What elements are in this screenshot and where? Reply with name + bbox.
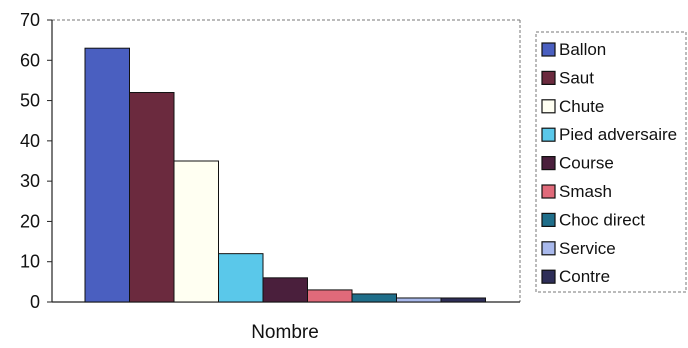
legend-box [535, 31, 687, 293]
y-tick-label: 20 [20, 211, 40, 231]
bar-service [396, 297, 442, 303]
bar-smash [307, 289, 353, 303]
y-tick-label: 0 [30, 292, 40, 312]
legend-label-pied-adversaire: Pied adversaire [559, 125, 677, 144]
legend-label-ballon: Ballon [559, 40, 606, 59]
legend-label-course: Course [559, 154, 614, 173]
y-tick-label: 70 [20, 10, 40, 30]
legend-swatch-choc-direct [541, 212, 556, 227]
y-tick-label: 60 [20, 50, 40, 70]
y-tick-label: 10 [20, 252, 40, 272]
legend-swatch-service [541, 241, 556, 256]
legend-label-smash: Smash [559, 182, 612, 201]
y-tick-label: 30 [20, 171, 40, 191]
bar-pied-adversaire [218, 253, 264, 303]
legend-swatch-pied-adversaire [541, 127, 556, 142]
x-axis-label: Nombre [251, 322, 319, 343]
bar-contre [440, 297, 486, 303]
bar-choc-direct [351, 293, 397, 303]
bar-ballon [84, 47, 130, 303]
legend-swatch-ballon [541, 42, 556, 57]
y-tick-label: 40 [20, 131, 40, 151]
legend-swatch-saut [541, 70, 556, 86]
legend: Ballon Saut Chute Pied adversaire Course Smas… [535, 31, 687, 293]
y-tick-label: 50 [20, 91, 40, 111]
legend-label-saut: Saut [559, 68, 594, 87]
legend-swatch-smash [541, 184, 556, 199]
bars [84, 47, 486, 303]
legend-swatch-contre [541, 269, 556, 284]
legend-label-service: Service [559, 239, 616, 258]
legend-label-contre: Contre [559, 267, 610, 286]
legend-label-chute: Chute [559, 97, 604, 116]
bar-chute [173, 160, 219, 303]
legend-label-choc-direct: Choc direct [559, 210, 645, 229]
bar-saut [129, 92, 175, 303]
bar-course [262, 277, 308, 303]
legend-swatch-course [541, 156, 556, 171]
legend-swatch-chute [541, 99, 556, 114]
